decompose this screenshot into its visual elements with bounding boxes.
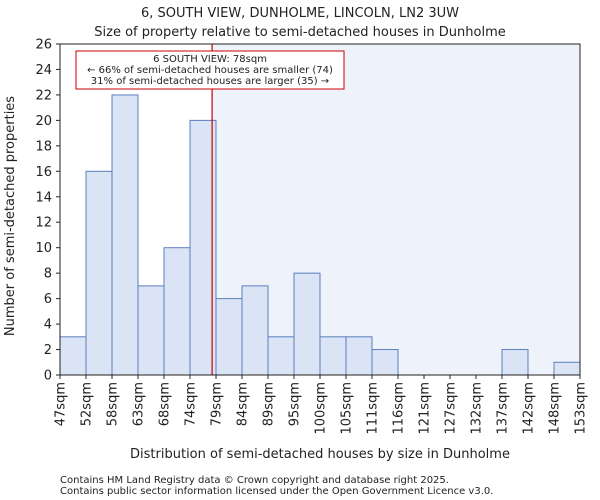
bar-63sqm xyxy=(137,285,165,376)
x-tick-label: 68sqm xyxy=(158,382,173,426)
x-tick-label: 153sqm xyxy=(574,382,589,435)
y-axis-label: Number of semi-detached properties xyxy=(3,96,18,336)
y-tick-label: 20 xyxy=(35,114,52,129)
annotation-line-2: ← 66% of semi-detached houses are smalle… xyxy=(87,65,333,76)
bar-137sqm xyxy=(501,349,529,376)
y-tick-label: 12 xyxy=(35,216,52,231)
footer-line-2: Contains public sector information licen… xyxy=(60,486,493,497)
x-tick-label: 100sqm xyxy=(314,382,329,435)
bar-111sqm xyxy=(371,349,399,376)
x-tick-label: 148sqm xyxy=(548,382,563,435)
annotation-line-3: 31% of semi-detached houses are larger (… xyxy=(91,76,329,87)
x-tick-label: 58sqm xyxy=(106,382,121,426)
bar-105sqm xyxy=(345,336,373,376)
y-tick-label: 16 xyxy=(35,165,52,180)
x-tick-label: 74sqm xyxy=(184,382,199,426)
chart-subtitle: Size of property relative to semi-detach… xyxy=(94,25,505,40)
x-tick-label: 84sqm xyxy=(236,382,251,426)
y-tick-label: 22 xyxy=(35,88,52,103)
bar-47sqm xyxy=(59,336,87,376)
larger-region-highlight xyxy=(212,44,580,375)
x-tick-label: 142sqm xyxy=(522,382,537,435)
x-axis-label: Distribution of semi-detached houses by … xyxy=(130,447,510,462)
x-tick-label: 63sqm xyxy=(132,382,147,426)
y-tick-label: 10 xyxy=(35,241,52,256)
x-tick-label: 47sqm xyxy=(54,382,69,426)
y-tick-label: 18 xyxy=(35,139,52,154)
bar-68sqm xyxy=(163,247,191,376)
bar-148sqm xyxy=(553,361,581,376)
x-tick-label: 127sqm xyxy=(444,382,459,435)
x-tick-label: 137sqm xyxy=(496,382,511,435)
x-tick-label: 116sqm xyxy=(392,382,407,435)
x-axis: 47sqm 52sqm 58sqm 63sqm 68sqm 74sqm 79sqm 84sqm… xyxy=(54,375,589,435)
y-tick-label: 8 xyxy=(44,267,52,282)
x-tick-label: 95sqm xyxy=(288,382,303,426)
x-tick-label: 132sqm xyxy=(470,382,485,435)
y-tick-label: 26 xyxy=(35,38,52,53)
x-tick-label: 111sqm xyxy=(366,382,381,435)
annotation-box: 6 SOUTH VIEW: 78sqm ← 66% of semi-detach… xyxy=(75,50,345,90)
y-tick-label: 14 xyxy=(35,190,52,205)
x-tick-label: 89sqm xyxy=(262,382,277,426)
bar-84sqm xyxy=(241,285,269,376)
bar-58sqm xyxy=(111,94,139,376)
x-tick-label: 52sqm xyxy=(80,382,95,426)
x-tick-label: 79sqm xyxy=(210,382,225,426)
x-tick-label: 105sqm xyxy=(340,382,355,435)
bar-52sqm xyxy=(85,170,113,376)
x-tick-label: 121sqm xyxy=(418,382,433,435)
y-tick-label: 0 xyxy=(44,369,52,384)
bar-89sqm xyxy=(267,336,295,376)
annotation-line-1: 6 SOUTH VIEW: 78sqm xyxy=(153,54,267,65)
bar-79sqm xyxy=(215,298,243,376)
bars xyxy=(59,94,581,376)
y-tick-label: 2 xyxy=(44,343,52,358)
chart-title: 6, SOUTH VIEW, DUNHOLME, LINCOLN, LN2 3U… xyxy=(141,6,459,21)
footer-line-1: Contains HM Land Registry data © Crown c… xyxy=(60,475,449,486)
y-tick-label: 24 xyxy=(35,63,52,78)
bar-100sqm xyxy=(319,336,347,376)
y-tick-label: 6 xyxy=(44,292,52,307)
bar-95sqm xyxy=(293,272,321,376)
y-tick-label: 4 xyxy=(44,318,52,333)
